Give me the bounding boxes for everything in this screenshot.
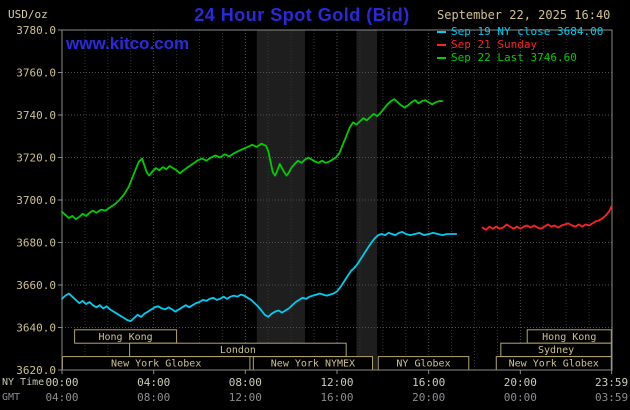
x-tick-label-ny: 08:00 (229, 376, 262, 389)
x-tick-label-ny: 12:00 (320, 376, 353, 389)
x-tick-label-gmt: 20:00 (412, 391, 445, 404)
legend-label: Sep 22 Last 3746.60 (451, 51, 577, 64)
session-label: London (220, 345, 256, 356)
legend-label: Sep 21 Sunday (451, 38, 538, 51)
y-tick-label: 3640.0 (16, 322, 56, 335)
legend: Sep 19 NY close 3684.00 Sep 21 Sunday Sep … (437, 25, 603, 64)
series-sep-21-sunday (481, 205, 613, 231)
x-tick-label-gmt: 16:00 (320, 391, 353, 404)
session-label: Sydney (538, 345, 574, 356)
session-label: Hong Kong (542, 332, 596, 343)
x-tick-label-ny: 04:00 (137, 376, 170, 389)
y-axis-units-label: USD/oz (8, 8, 48, 21)
y-tick-label: 3780.0 (16, 24, 56, 37)
legend-item: Sep 19 NY close 3684.00 (437, 25, 603, 38)
legend-item: Sep 21 Sunday (437, 38, 603, 51)
y-tick-label: 3680.0 (16, 237, 56, 250)
y-tick-label: 3660.0 (16, 279, 56, 292)
y-tick-label: 3720.0 (16, 152, 56, 165)
ny-time-axis-label: NY Time (2, 377, 45, 388)
y-tick-label: 3620.0 (16, 364, 56, 377)
x-tick-label-gmt: 03:59 (595, 391, 628, 404)
chart-datetime: September 22, 2025 16:40 (437, 8, 611, 22)
legend-item: Sep 22 Last 3746.60 (437, 51, 603, 64)
kitco-watermark: www.kitco.com (66, 34, 190, 53)
shade-band (256, 30, 305, 370)
x-tick-label-gmt: 00:00 (504, 391, 537, 404)
legend-line-swatch (437, 30, 446, 33)
y-tick-label: 3700.0 (16, 194, 56, 207)
x-tick-label-gmt: 08:00 (137, 391, 170, 404)
session-label: New York NYMEX (271, 359, 355, 370)
x-tick-label-ny: 23:59 (595, 376, 628, 389)
session-label: NY Globex (396, 359, 450, 370)
y-tick-label: 3740.0 (16, 109, 56, 122)
legend-line-swatch (437, 43, 446, 46)
y-tick-label: 3760.0 (16, 67, 56, 80)
gmt-axis-label: GMT (2, 392, 21, 403)
series-sep-19-ny-close (61, 230, 458, 323)
chart-title: 24 Hour Spot Gold (Bid) (194, 5, 410, 25)
session-label: New York Globex (509, 359, 599, 370)
session-label: New York Globex (111, 359, 201, 370)
x-tick-label-gmt: 12:00 (229, 391, 262, 404)
legend-line-swatch (437, 56, 446, 59)
legend-label: Sep 19 NY close 3684.00 (451, 25, 604, 38)
x-tick-label-ny: 20:00 (504, 376, 537, 389)
session-box (74, 329, 178, 344)
session-label: Hong Kong (99, 332, 153, 343)
x-tick-label-ny: 16:00 (412, 376, 445, 389)
x-tick-label-ny: 00:00 (45, 376, 78, 389)
x-tick-label-gmt: 04:00 (45, 391, 78, 404)
series-sep-22-last (61, 98, 444, 221)
